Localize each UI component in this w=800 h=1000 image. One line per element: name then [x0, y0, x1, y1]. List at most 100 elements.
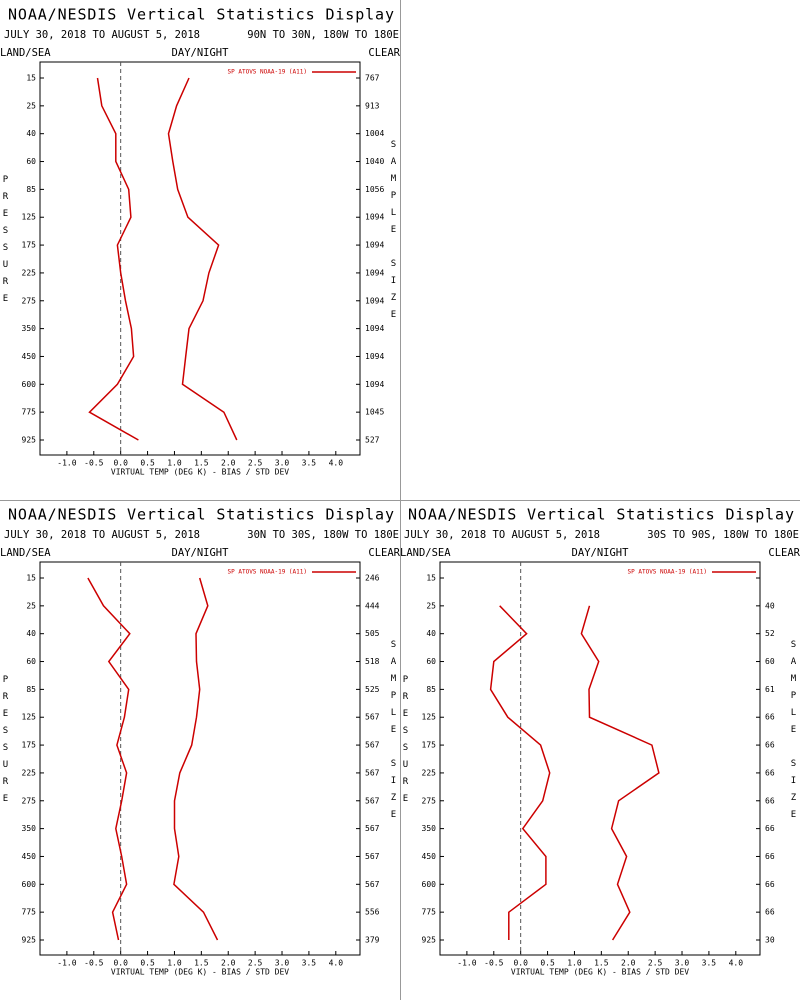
region: 90N TO 30N, 180W TO 180E	[247, 29, 399, 41]
sample-size: 1045	[365, 408, 384, 417]
y-tick-label: 450	[22, 352, 37, 361]
x-tick-label: -1.0	[457, 959, 476, 968]
sample-size: 379	[365, 936, 380, 945]
x-tick-label: 0.5	[540, 959, 555, 968]
day-night: DAY/NIGHT	[172, 47, 230, 59]
panel-title: NOAA/NESDIS Vertical Statistics Display	[408, 506, 794, 524]
sample-size: 1094	[365, 380, 384, 389]
y-tick-label: 60	[426, 657, 436, 666]
y-tick-label: 925	[422, 936, 437, 945]
sample-size: 567	[365, 713, 380, 722]
region: 30N TO 30S, 180W TO 180E	[247, 529, 399, 541]
sky: CLEAR	[368, 47, 400, 59]
x-tick-label: 2.5	[248, 459, 263, 468]
x-tick-label: 3.5	[302, 459, 317, 468]
x-tick-label: 1.0	[167, 459, 182, 468]
sample-size: 444	[365, 601, 380, 610]
y-tick-label: 60	[26, 157, 36, 166]
y-tick-label: 85	[426, 685, 436, 694]
sample-size: 66	[765, 908, 775, 917]
panel: NOAA/NESDIS Vertical Statistics Display J…	[400, 506, 800, 977]
y-tick-label: 125	[422, 713, 437, 722]
x-axis-label: VIRTUAL TEMP (DEG K) - BIAS / STD DEV	[511, 968, 689, 977]
date-range: JULY 30, 2018 TO AUGUST 5, 2018	[4, 29, 200, 41]
sample-size: 505	[365, 629, 380, 638]
sample-size: 527	[365, 436, 380, 445]
y-tick-label: 25	[26, 101, 36, 110]
y-tick-label: 600	[22, 880, 37, 889]
profile-line	[87, 577, 131, 941]
y-tick-label: 125	[22, 713, 37, 722]
plot-frame	[439, 561, 761, 956]
x-tick-label: 3.0	[275, 959, 290, 968]
sample-size: 30	[765, 936, 775, 945]
y-tick-label: 225	[22, 768, 37, 777]
sample-size: 567	[365, 768, 380, 777]
profile-line	[88, 77, 139, 441]
sample-size: 913	[365, 101, 380, 110]
y-tick-label: 225	[22, 268, 37, 277]
profile-line	[173, 577, 219, 941]
legend-label: SP ATOVS NOAA-19 (A11)	[228, 69, 307, 76]
y-tick-label: 925	[22, 936, 37, 945]
sample-size: 61	[765, 685, 775, 694]
sky: CLEAR	[768, 547, 800, 559]
y-tick-label: 60	[26, 657, 36, 666]
y-tick-label: 40	[26, 629, 36, 638]
y-tick-label: 450	[422, 852, 437, 861]
sample-size: 1094	[365, 241, 384, 250]
sample-size: 1004	[365, 129, 384, 138]
y-tick-label: 275	[22, 296, 37, 305]
x-tick-label: 4.0	[329, 459, 344, 468]
sample-size: 1094	[365, 268, 384, 277]
sample-size: 60	[765, 657, 775, 666]
panel: NOAA/NESDIS Vertical Statistics Display J…	[0, 506, 401, 977]
sample-size: 1056	[365, 185, 384, 194]
sample-size: 66	[765, 796, 775, 805]
day-night: DAY/NIGHT	[572, 547, 630, 559]
sample-size: 567	[365, 824, 380, 833]
x-tick-label: 0.5	[140, 459, 155, 468]
sample-size: 66	[765, 852, 775, 861]
panel-title: NOAA/NESDIS Vertical Statistics Display	[8, 6, 394, 24]
y2-axis-label: SAMPLE SIZE	[389, 140, 399, 327]
sample-size: 567	[365, 796, 380, 805]
x-axis-label: VIRTUAL TEMP (DEG K) - BIAS / STD DEV	[111, 968, 289, 977]
x-tick-label: 1.0	[567, 959, 582, 968]
y-tick-label: 350	[22, 324, 37, 333]
region: 30S TO 90S, 180W TO 180E	[647, 529, 799, 541]
land-sea: LAND/SEA	[400, 547, 451, 559]
y-tick-label: 350	[422, 824, 437, 833]
y-tick-label: 15	[26, 74, 36, 83]
sample-size: 52	[765, 629, 775, 638]
y-tick-label: 350	[22, 824, 37, 833]
sample-size: 246	[365, 574, 380, 583]
sample-size: 525	[365, 685, 380, 694]
y-tick-label: 15	[426, 574, 436, 583]
plot-frame	[39, 561, 361, 956]
x-tick-label: 2.0	[221, 959, 236, 968]
legend-label: SP ATOVS NOAA-19 (A11)	[628, 569, 707, 576]
sample-size: 66	[765, 824, 775, 833]
y-tick-label: 225	[422, 768, 437, 777]
y-tick-label: 600	[422, 880, 437, 889]
sample-size: 556	[365, 908, 380, 917]
plot-frame	[39, 61, 361, 456]
y-tick-label: 275	[22, 796, 37, 805]
y-axis-label: PRESSURE	[1, 175, 11, 311]
y-tick-label: 85	[26, 185, 36, 194]
y-tick-label: 175	[22, 741, 37, 750]
sample-size: 1094	[365, 213, 384, 222]
x-tick-label: -0.5	[84, 959, 103, 968]
y-tick-label: 775	[22, 908, 37, 917]
y-tick-label: 25	[26, 601, 36, 610]
y-tick-label: 125	[22, 213, 37, 222]
x-tick-label: 0.0	[113, 459, 128, 468]
sample-size: 1040	[365, 157, 384, 166]
y-tick-label: 775	[422, 908, 437, 917]
sample-size: 567	[365, 852, 380, 861]
x-tick-label: 0.0	[513, 959, 528, 968]
y2-axis-label: SAMPLE SIZE	[789, 640, 799, 827]
x-tick-label: 1.5	[594, 959, 609, 968]
